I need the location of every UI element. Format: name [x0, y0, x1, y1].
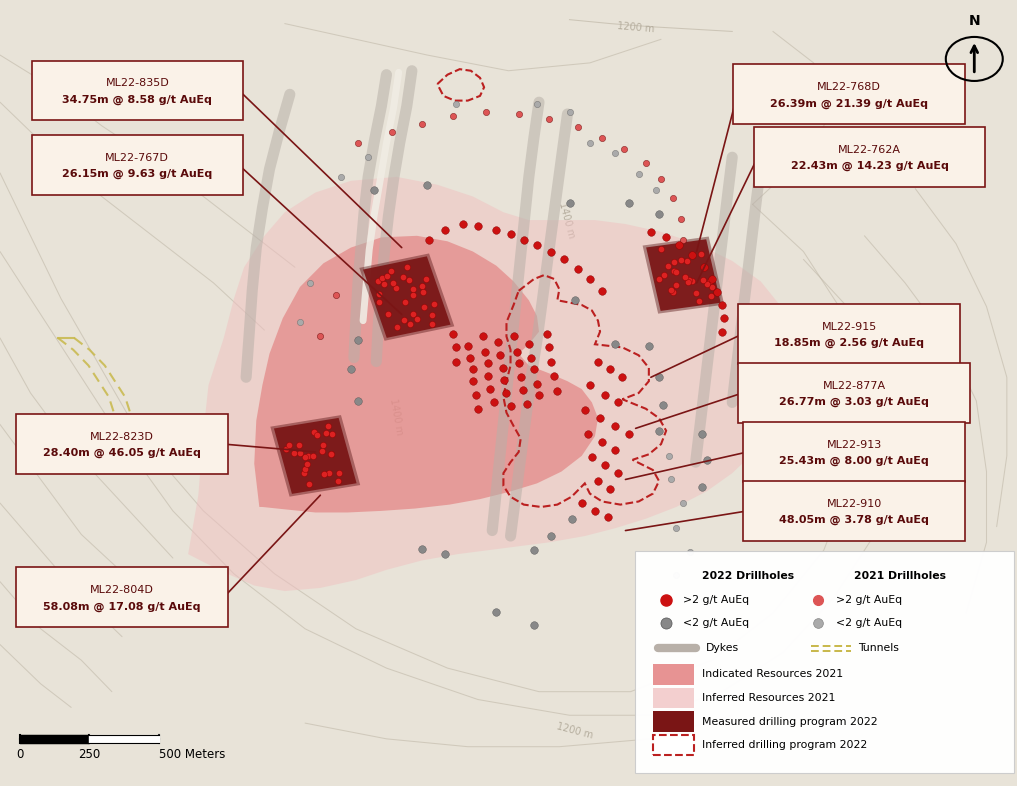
FancyBboxPatch shape [733, 64, 965, 124]
Text: >2 g/t AuEq: >2 g/t AuEq [683, 595, 750, 604]
Text: ML22-915: ML22-915 [822, 322, 877, 332]
Polygon shape [188, 177, 795, 591]
FancyBboxPatch shape [32, 135, 243, 195]
FancyBboxPatch shape [743, 481, 965, 541]
Text: 2021 Drillholes: 2021 Drillholes [854, 571, 946, 582]
Polygon shape [646, 239, 721, 311]
Text: 26.77m @ 3.03 g/t AuEq: 26.77m @ 3.03 g/t AuEq [779, 397, 930, 407]
Text: Inferred Resources 2021: Inferred Resources 2021 [702, 693, 835, 703]
Text: <2 g/t AuEq: <2 g/t AuEq [836, 619, 902, 628]
Text: 500 Meters: 500 Meters [159, 748, 225, 762]
Text: Inferred drilling program 2022: Inferred drilling program 2022 [702, 740, 866, 750]
Text: N: N [968, 13, 980, 28]
Text: 48.05m @ 3.78 g/t AuEq: 48.05m @ 3.78 g/t AuEq [779, 515, 930, 525]
FancyBboxPatch shape [653, 735, 694, 755]
Polygon shape [359, 253, 455, 341]
FancyBboxPatch shape [653, 664, 694, 685]
Text: 1400 m: 1400 m [557, 201, 576, 239]
Text: Measured drilling program 2022: Measured drilling program 2022 [702, 717, 878, 726]
Text: ML22-910: ML22-910 [827, 499, 882, 509]
Text: 1200 m: 1200 m [555, 722, 594, 740]
Text: 26.15m @ 9.63 g/t AuEq: 26.15m @ 9.63 g/t AuEq [62, 169, 213, 179]
Text: 0: 0 [16, 748, 24, 762]
FancyBboxPatch shape [743, 422, 965, 482]
Polygon shape [363, 256, 451, 338]
Text: 26.39m @ 21.39 g/t AuEq: 26.39m @ 21.39 g/t AuEq [770, 98, 929, 108]
FancyBboxPatch shape [16, 567, 228, 627]
Text: 58.08m @ 17.08 g/t AuEq: 58.08m @ 17.08 g/t AuEq [44, 601, 200, 612]
Text: ML22-767D: ML22-767D [106, 153, 169, 163]
Text: <2 g/t AuEq: <2 g/t AuEq [683, 619, 750, 628]
Text: 25.43m @ 8.00 g/t AuEq: 25.43m @ 8.00 g/t AuEq [779, 456, 930, 466]
Text: 2022 Drillholes: 2022 Drillholes [702, 571, 794, 582]
Text: Tunnels: Tunnels [858, 644, 899, 653]
FancyBboxPatch shape [653, 688, 694, 708]
Text: 1200 m: 1200 m [616, 21, 655, 34]
Text: ML22-877A: ML22-877A [823, 381, 886, 391]
FancyBboxPatch shape [754, 127, 985, 187]
Text: ML22-768D: ML22-768D [818, 83, 881, 93]
Polygon shape [254, 236, 598, 512]
Text: ML22-762A: ML22-762A [838, 145, 901, 156]
Text: ML22-823D: ML22-823D [91, 432, 154, 443]
Text: 18.85m @ 2.56 g/t AuEq: 18.85m @ 2.56 g/t AuEq [774, 338, 924, 348]
Text: 250: 250 [78, 748, 101, 762]
Polygon shape [643, 237, 724, 314]
Polygon shape [274, 418, 357, 494]
FancyBboxPatch shape [32, 61, 243, 120]
Text: Indicated Resources 2021: Indicated Resources 2021 [702, 670, 843, 679]
Text: ML22-804D: ML22-804D [91, 586, 154, 596]
Polygon shape [271, 415, 360, 497]
FancyBboxPatch shape [635, 551, 1014, 773]
Text: 22.43m @ 14.23 g/t AuEq: 22.43m @ 14.23 g/t AuEq [790, 161, 949, 171]
Text: ML22-835D: ML22-835D [106, 79, 169, 89]
Text: 34.75m @ 8.58 g/t AuEq: 34.75m @ 8.58 g/t AuEq [62, 94, 213, 105]
FancyBboxPatch shape [653, 711, 694, 732]
FancyBboxPatch shape [16, 414, 228, 474]
Text: ML22-913: ML22-913 [827, 440, 882, 450]
Text: 1400 m: 1400 m [388, 398, 405, 435]
Text: >2 g/t AuEq: >2 g/t AuEq [836, 595, 902, 604]
Text: 28.40m @ 46.05 g/t AuEq: 28.40m @ 46.05 g/t AuEq [43, 448, 201, 458]
FancyBboxPatch shape [738, 304, 960, 364]
FancyBboxPatch shape [738, 363, 970, 423]
Text: Dykes: Dykes [706, 644, 739, 653]
